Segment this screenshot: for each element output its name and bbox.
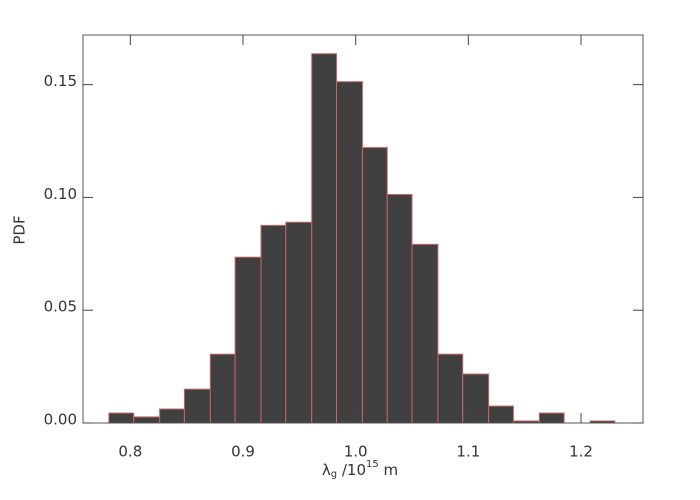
x-tick-label: 0.9: [231, 443, 255, 461]
plot-frame: [82, 34, 644, 424]
bar: [159, 408, 185, 424]
bar: [336, 81, 363, 424]
bar: [260, 224, 287, 424]
bar: [488, 405, 514, 424]
x-label-text: /10: [337, 461, 366, 479]
bar: [133, 416, 161, 424]
bar: [386, 193, 413, 424]
y-tick-label: 0.00: [44, 411, 77, 429]
bar: [234, 256, 262, 424]
bar: [209, 353, 236, 424]
bar: [361, 147, 388, 424]
y-tick-label: 0.05: [44, 298, 77, 316]
bar: [437, 353, 464, 424]
bar: [311, 53, 338, 424]
bar: [285, 221, 313, 424]
x-tick-label: 1.2: [569, 443, 593, 461]
y-tick-label: 0.15: [44, 72, 77, 90]
bar: [538, 412, 565, 424]
x-label-sup: 15: [366, 459, 379, 470]
x-tick-label: 0.8: [118, 443, 142, 461]
x-label-unit: m: [379, 461, 398, 479]
y-tick-label: 0.10: [44, 185, 77, 203]
bar: [462, 373, 490, 424]
x-label-symbol: λ: [322, 461, 331, 479]
x-tick-label: 1.0: [344, 443, 368, 461]
y-axis-label: PDF: [11, 215, 29, 244]
bar: [411, 243, 439, 424]
x-axis-label: λg /1015 m: [322, 459, 398, 480]
x-label-sub: g: [331, 469, 337, 480]
bar: [183, 388, 211, 424]
x-tick-label: 1.1: [456, 443, 480, 461]
